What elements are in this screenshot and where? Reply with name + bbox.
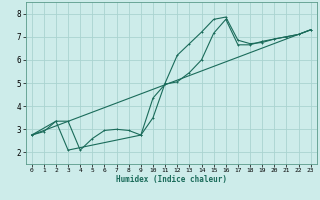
X-axis label: Humidex (Indice chaleur): Humidex (Indice chaleur) [116,175,227,184]
